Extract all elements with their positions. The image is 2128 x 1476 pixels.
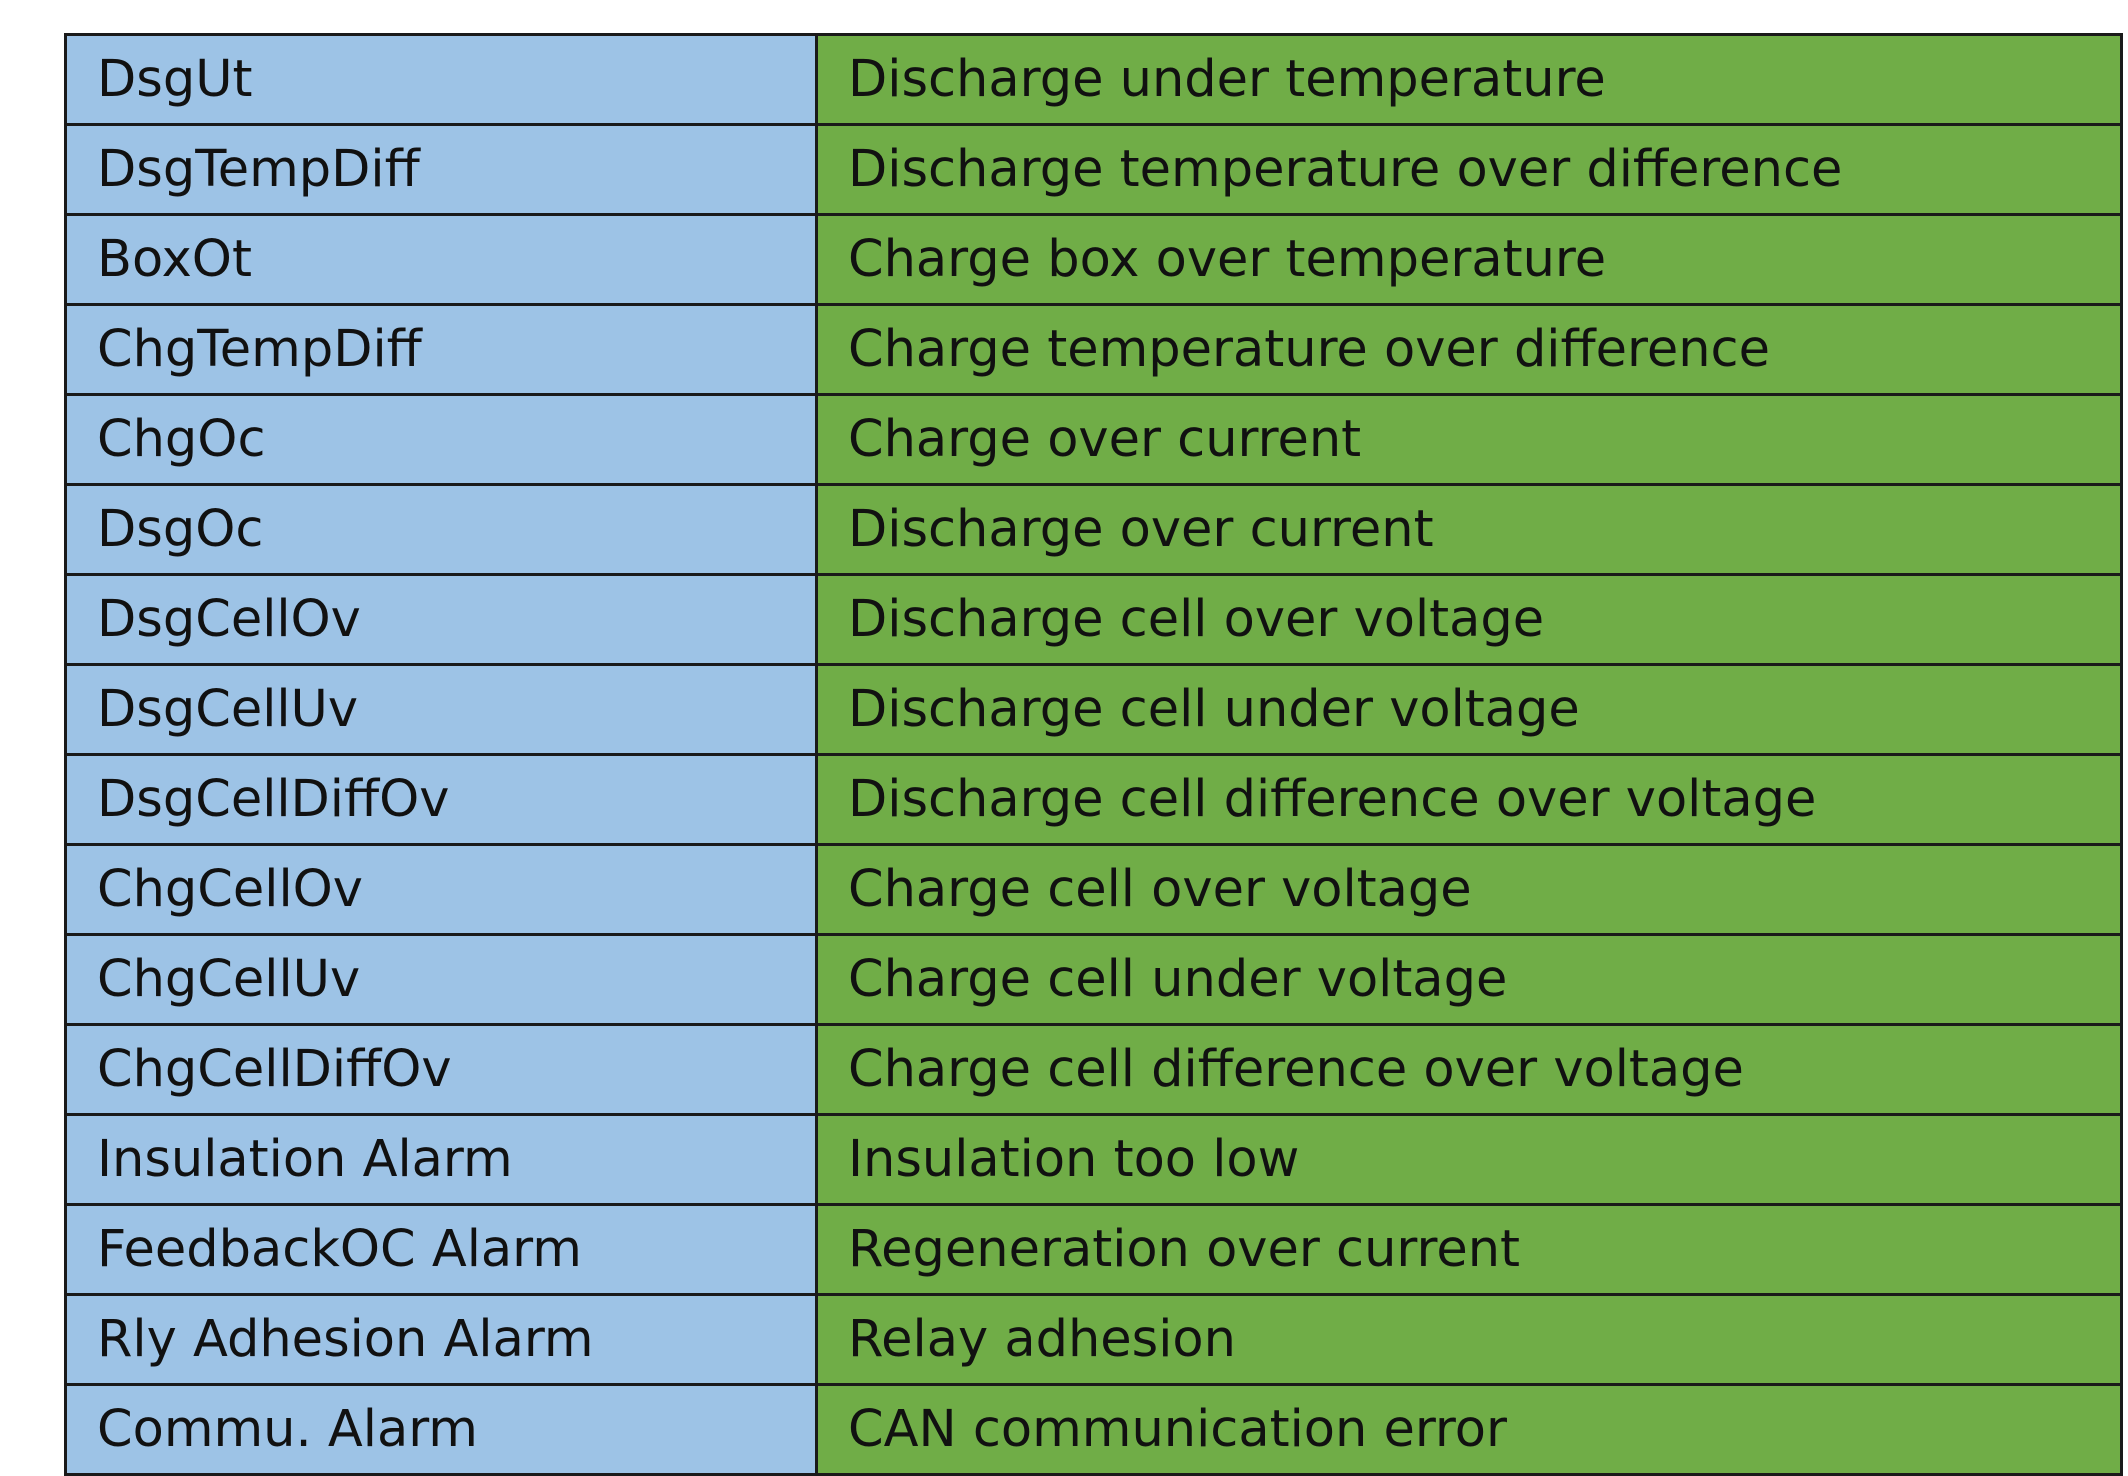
table-row: DsgUt Discharge under temperature: [64, 33, 2123, 126]
alarm-code-cell: ChgCellDiffOv: [64, 1023, 818, 1116]
table-row: DsgCellOv Discharge cell over voltage: [64, 573, 2123, 666]
alarm-code-cell: FeedbackOC Alarm: [64, 1203, 818, 1296]
alarm-description-cell: Discharge over current: [815, 483, 2123, 576]
table-row: ChgCellOv Charge cell over voltage: [64, 843, 2123, 936]
alarm-code-cell: ChgCellOv: [64, 843, 818, 936]
table-row: DsgOc Discharge over current: [64, 483, 2123, 576]
alarm-code-cell: Insulation Alarm: [64, 1113, 818, 1206]
alarm-code-cell: DsgCellUv: [64, 663, 818, 756]
table-row: Commu. Alarm CAN communication error: [64, 1383, 2123, 1476]
alarm-description-cell: Charge over current: [815, 393, 2123, 486]
alarm-code-cell: DsgUt: [64, 33, 818, 126]
alarm-description-cell: Regeneration over current: [815, 1203, 2123, 1296]
table-row: ChgCellDiffOv Charge cell difference ove…: [64, 1023, 2123, 1116]
alarm-code-cell: DsgCellOv: [64, 573, 818, 666]
table-row: ChgCellUv Charge cell under voltage: [64, 933, 2123, 1026]
table-row: DsgTempDiff Discharge temperature over d…: [64, 123, 2123, 216]
alarm-code-cell: ChgTempDiff: [64, 303, 818, 396]
alarm-code-table: DsgUt Discharge under temperature DsgTem…: [64, 33, 2123, 1476]
alarm-description-cell: Charge box over temperature: [815, 213, 2123, 306]
alarm-description-cell: Charge cell under voltage: [815, 933, 2123, 1026]
alarm-code-cell: DsgCellDiffOv: [64, 753, 818, 846]
table-row: DsgCellUv Discharge cell under voltage: [64, 663, 2123, 756]
alarm-description-cell: CAN communication error: [815, 1383, 2123, 1476]
alarm-description-cell: Discharge cell under voltage: [815, 663, 2123, 756]
table-row: BoxOt Charge box over temperature: [64, 213, 2123, 306]
alarm-description-cell: Insulation too low: [815, 1113, 2123, 1206]
table-row: DsgCellDiffOv Discharge cell difference …: [64, 753, 2123, 846]
alarm-description-cell: Charge temperature over difference: [815, 303, 2123, 396]
alarm-code-cell: ChgCellUv: [64, 933, 818, 1026]
alarm-description-cell: Discharge under temperature: [815, 33, 2123, 126]
table-row: Insulation Alarm Insulation too low: [64, 1113, 2123, 1206]
alarm-description-cell: Charge cell difference over voltage: [815, 1023, 2123, 1116]
alarm-code-cell: ChgOc: [64, 393, 818, 486]
alarm-description-cell: Discharge cell over voltage: [815, 573, 2123, 666]
alarm-code-table-body: DsgUt Discharge under temperature DsgTem…: [64, 33, 2123, 1476]
alarm-description-cell: Relay adhesion: [815, 1293, 2123, 1386]
alarm-description-cell: Charge cell over voltage: [815, 843, 2123, 936]
alarm-code-cell: DsgOc: [64, 483, 818, 576]
table-row: FeedbackOC Alarm Regeneration over curre…: [64, 1203, 2123, 1296]
table-row: Rly Adhesion Alarm Relay adhesion: [64, 1293, 2123, 1386]
alarm-description-cell: Discharge cell difference over voltage: [815, 753, 2123, 846]
alarm-code-cell: Rly Adhesion Alarm: [64, 1293, 818, 1386]
table-row: ChgTempDiff Charge temperature over diff…: [64, 303, 2123, 396]
alarm-code-cell: BoxOt: [64, 213, 818, 306]
alarm-code-cell: Commu. Alarm: [64, 1383, 818, 1476]
alarm-code-cell: DsgTempDiff: [64, 123, 818, 216]
table-row: ChgOc Charge over current: [64, 393, 2123, 486]
alarm-description-cell: Discharge temperature over difference: [815, 123, 2123, 216]
